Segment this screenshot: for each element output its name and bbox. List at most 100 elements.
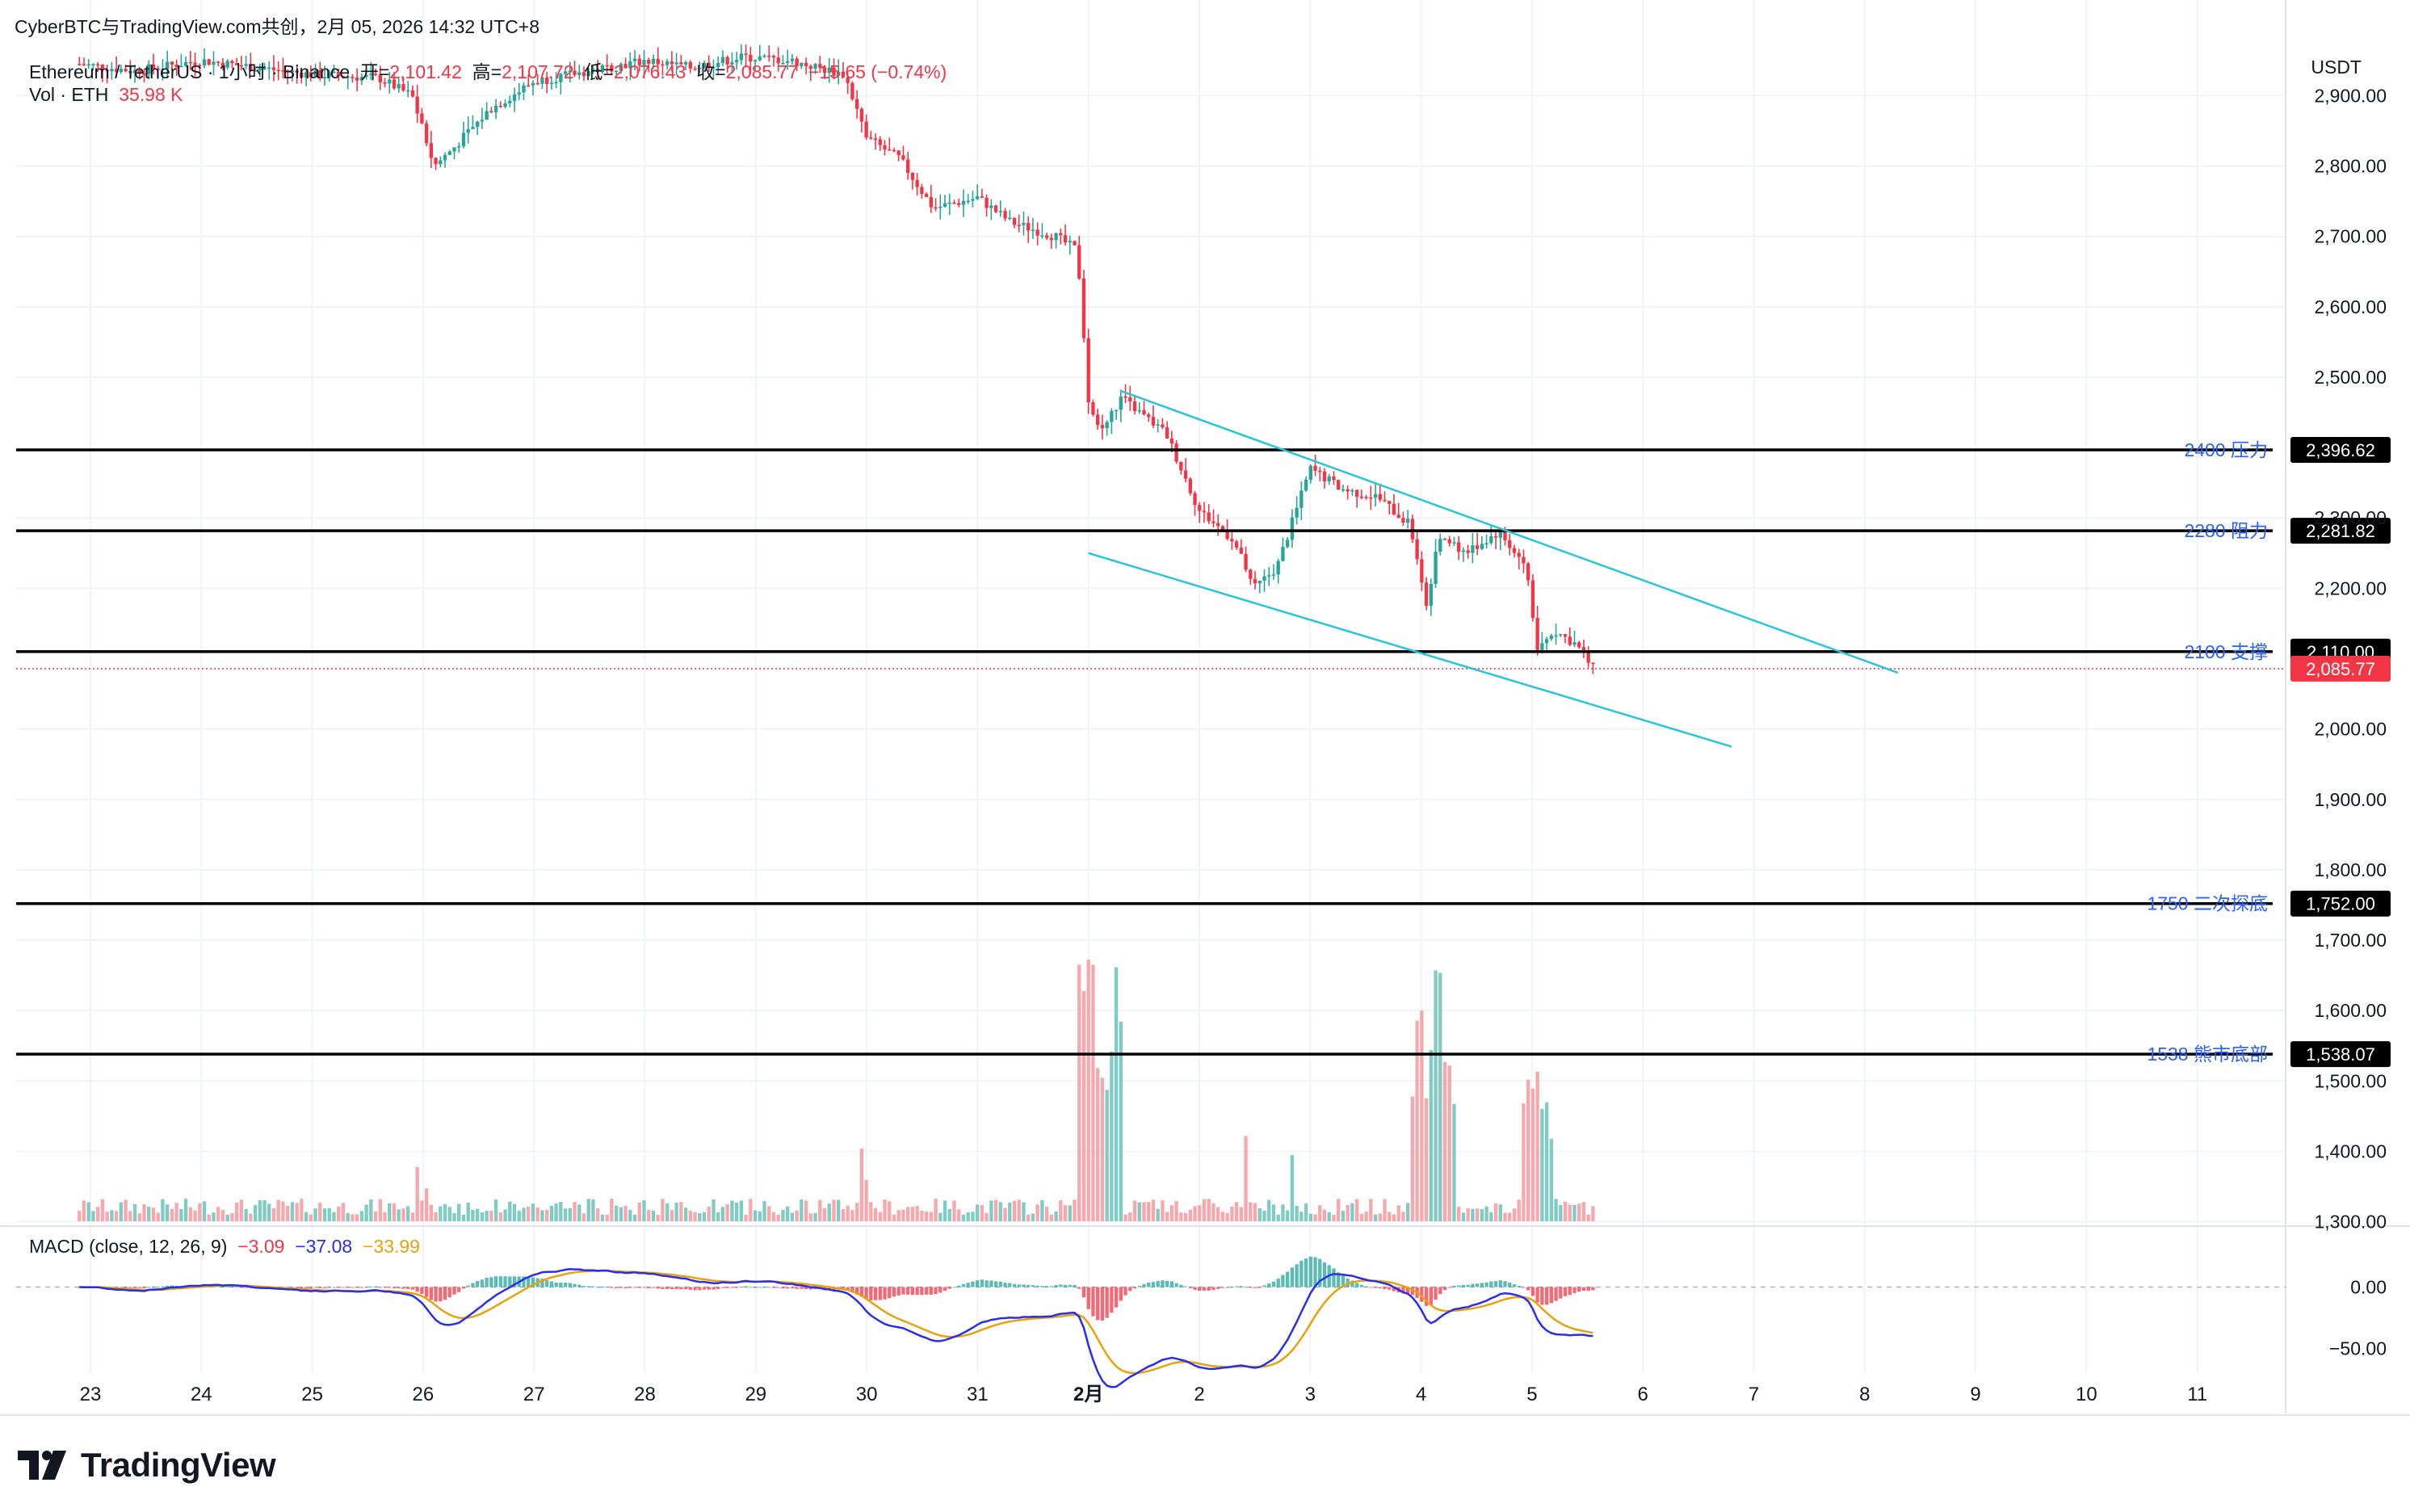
macd-histogram-bar [313,1287,317,1288]
volume-bar [1244,1136,1248,1221]
volume-bar [1165,1212,1169,1221]
macd-line-value: −37.08 [295,1236,353,1257]
volume-bar [605,1214,609,1221]
volume-bar [337,1206,341,1221]
candle-body [1091,402,1095,415]
candle-body [1522,556,1526,564]
volume-bar [854,1203,859,1221]
descending-channel[interactable] [1088,390,1899,748]
volume-bar [527,1207,531,1221]
volume-bar [281,1201,285,1221]
macd-histogram-bar [322,1287,327,1288]
macd-histogram-bar [137,1287,141,1288]
volume-bar [1540,1108,1544,1221]
volume-bar [869,1202,873,1221]
candle-body [1354,489,1359,497]
volume-bar [896,1210,901,1221]
volume-bar [1517,1199,1521,1221]
candle-body [406,90,410,92]
level-badge-text: 1,538.07 [2306,1044,2375,1065]
macd-histogram-bar [573,1283,577,1287]
candle-body [1322,471,1327,481]
macd-histogram-bar [1568,1287,1572,1296]
macd-histogram-bar [485,1278,489,1287]
symbol-legend[interactable]: Ethereum / TetherUS · 1小时 · Binance 开=2,… [29,57,947,84]
volume-bar [1068,1205,1072,1221]
candle-body [753,60,758,62]
volume-bar [1318,1205,1322,1221]
volume-bar [915,1206,919,1221]
candle-body [512,94,517,101]
candle-body [1049,237,1054,241]
macd-histogram-bar [683,1287,688,1290]
volume-bar [712,1199,716,1221]
candle-body [906,159,910,174]
macd-histogram-bar [493,1276,498,1287]
macd-histogram-bar [327,1287,331,1288]
volume-bar [943,1200,947,1221]
volume-bar [864,1179,868,1221]
candle-body [1059,233,1063,236]
candle-body [1100,425,1105,429]
volume-legend[interactable]: Vol · ETH 35.98 K [29,84,183,106]
volume-bar [137,1213,141,1221]
candle-body [188,61,192,64]
currency-label[interactable]: USDT [2311,57,2362,78]
candle-body [957,203,961,205]
volume-bar [1526,1079,1530,1221]
macd-histogram-bar [1373,1287,1378,1288]
volume-bar [202,1201,207,1221]
volume-bar [596,1208,600,1221]
macd-histogram-bar [859,1287,864,1297]
brand-logo[interactable]: TradingView [18,1446,276,1485]
volume-bar [1401,1212,1405,1221]
macd-histogram-bar [910,1287,915,1296]
candle-body [96,64,100,65]
volume-bar [535,1207,540,1221]
macd-histogram-bar [554,1282,558,1287]
macd-histogram-bar [1281,1275,1285,1287]
volume-bar [1466,1208,1470,1221]
level-badge: 1,538.07 [2290,1041,2391,1068]
open-label: 开= [359,61,390,82]
price-axis[interactable]: 2,900.00 2,800.00 2,700.00 2,600.00 2,500.00… [2314,85,2387,1359]
candle-body [78,64,82,65]
candle-body [1003,211,1007,219]
time-axis[interactable]: 23 24 25 26 27 28 29 30 31 2月 2 3 4 5 6 7 8 9 10 11 [80,1384,2208,1405]
date-tick-label: 23 [80,1384,102,1405]
candle-body [1530,580,1535,619]
macd-histogram-bar [522,1276,526,1287]
macd-histogram-bar [642,1287,646,1288]
macd-histogram-bar [1031,1285,1035,1287]
volume-bar [410,1212,415,1221]
macd-histogram-bar [1225,1287,1229,1288]
volume-bar [985,1212,989,1221]
candle-body [447,151,451,155]
macd-histogram-bar [679,1287,683,1290]
volume-bar [179,1208,183,1221]
volume-bar [503,1209,507,1221]
candle-body [220,62,225,68]
volume-bar [1369,1199,1373,1221]
volume-bar [1420,1010,1424,1221]
candle-body [873,138,878,141]
volume-bar [947,1209,951,1221]
macd-histogram-bar [341,1287,346,1288]
volume-bar [1341,1211,1346,1221]
volume-bar [693,1212,697,1221]
candle-body [656,58,660,65]
macd-histogram-bar [1392,1287,1396,1292]
macd-histogram-bar [1563,1287,1568,1296]
macd-histogram-bar [78,1287,82,1288]
candle-body [785,61,790,63]
volume-bar [183,1199,188,1221]
macd-histogram-bar [1318,1258,1322,1287]
macd-legend[interactable]: MACD (close, 12, 26, 9) −3.09 −37.08 −33… [29,1236,420,1258]
volume-bar [161,1199,165,1221]
volume-bar [1077,964,1081,1221]
date-tick-label: 25 [301,1384,323,1405]
grid [0,0,2410,1416]
volume-bar [651,1211,656,1221]
